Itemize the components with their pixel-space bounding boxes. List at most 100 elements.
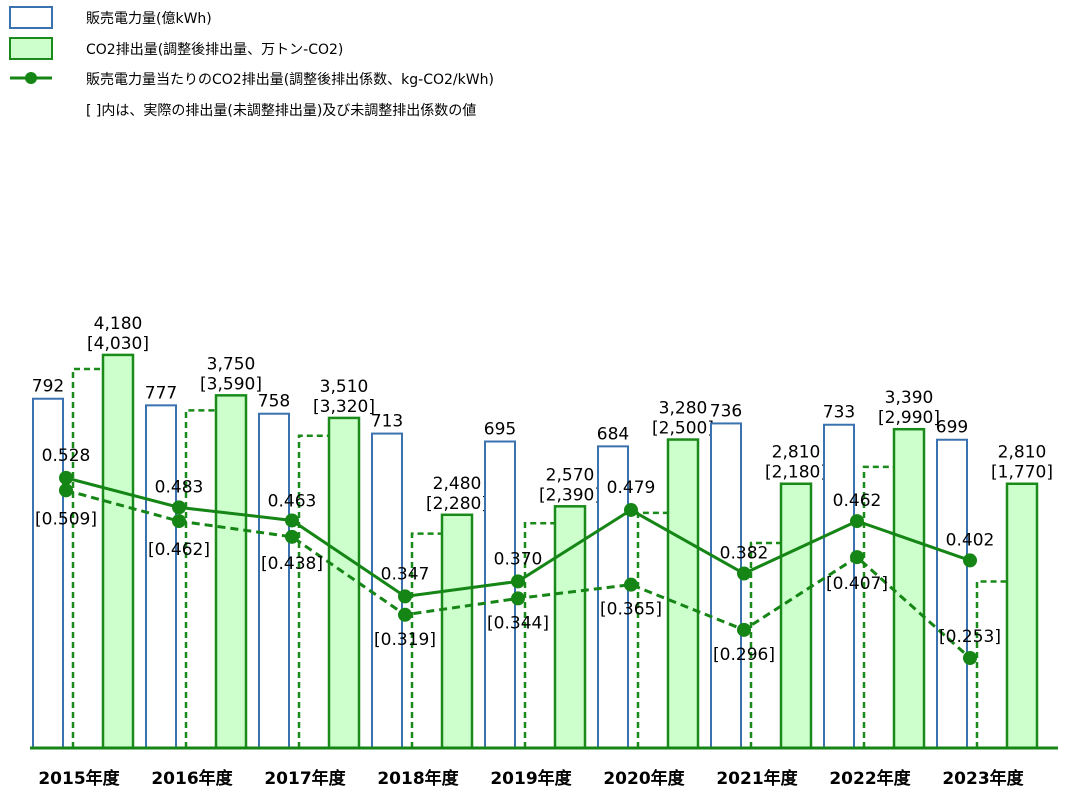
co2-value-label: 4,180 <box>94 314 143 334</box>
co2-unadjusted-value-label: [3,320] <box>313 397 375 417</box>
co2-value-label: 2,570 <box>546 465 595 485</box>
co2-value-label: 2,810 <box>772 443 821 463</box>
co2-value-label: 2,480 <box>433 474 482 494</box>
sales-value-label: 736 <box>710 401 742 421</box>
category-label: 2022年度 <box>829 768 911 789</box>
co2-bar <box>101 353 135 750</box>
legend: 販売電力量(億kWh) CO2排出量(調整後排出量、万トン-CO2) 販売電力量… <box>9 6 494 119</box>
intensity-point <box>850 514 864 529</box>
intensity-unadjusted-point <box>59 483 73 498</box>
intensity-point <box>737 566 751 581</box>
co2-unadjusted-value-label: [2,180] <box>765 463 827 483</box>
co2-bar <box>440 513 474 750</box>
sales-value-label: 699 <box>936 418 968 438</box>
intensity-unadjusted-value-label: [0.462] <box>148 540 210 560</box>
co2-unadjusted-outline <box>184 409 216 748</box>
intensity-point <box>59 470 73 485</box>
legend-label-co2: CO2排出量(調整後排出量、万トン-CO2) <box>86 42 343 58</box>
intensity-unadjusted-point <box>624 577 638 592</box>
intensity-unadjusted-point <box>963 651 977 666</box>
intensity-value-label: 0.382 <box>720 544 769 564</box>
co2-unadjusted-value-label: [2,390] <box>539 485 601 505</box>
category-label: 2019年度 <box>490 768 572 789</box>
intensity-unadjusted-value-label: [0.509] <box>35 509 97 529</box>
intensity-value-label: 0.347 <box>381 564 430 584</box>
intensity-point <box>398 589 412 604</box>
co2-bar <box>553 505 587 750</box>
intensity-value-label: 0.462 <box>833 491 882 511</box>
co2-bar <box>327 416 361 750</box>
co2-unadjusted-value-label: [1,770] <box>991 463 1053 483</box>
intensity-point <box>511 574 525 589</box>
intensity-unadjusted-value-label: [0.296] <box>713 645 775 665</box>
legend-swatch-sales <box>9 6 53 29</box>
co2-unadjusted-value-label: [2,500] <box>652 419 714 439</box>
co2-unadjusted-outline <box>71 367 103 748</box>
co2-value-label: 3,750 <box>207 354 256 374</box>
intensity-value-label: 0.483 <box>155 477 204 497</box>
co2-value-label: 2,810 <box>998 443 1047 463</box>
intensity-unadjusted-point <box>850 550 864 565</box>
co2-bar <box>779 482 813 750</box>
legend-marker-intensity <box>25 72 37 84</box>
legend-label-intensity: 販売電力量当たりのCO2排出量(調整後排出係数、kg-CO2/kWh) <box>86 72 494 88</box>
co2-unadjusted-outline <box>297 434 329 748</box>
category-label: 2020年度 <box>603 768 685 789</box>
sales-value-label: 713 <box>371 412 403 432</box>
plot-area: 792 4,180[4,030] 2015年度 777 3,750[3,590] 2016… <box>30 314 1058 789</box>
co2-unadjusted-value-label: [4,030] <box>87 334 149 354</box>
intensity-value-label: 0.463 <box>268 491 317 511</box>
co2-value-label: 3,510 <box>320 377 369 397</box>
sales-bar <box>145 404 177 749</box>
co2-unadjusted-outline <box>862 465 894 748</box>
sales-bar <box>258 412 290 749</box>
sales-value-label: 792 <box>32 377 64 397</box>
sales-bar <box>484 440 516 749</box>
co2-unadjusted-value-label: [2,280] <box>426 494 488 514</box>
sales-value-label: 733 <box>823 403 855 423</box>
co2-unadjusted-outline <box>636 511 668 748</box>
intensity-value-label: 0.528 <box>42 446 91 466</box>
co2-unadjusted-value-label: [3,590] <box>200 374 262 394</box>
legend-swatch-co2 <box>9 37 53 60</box>
legend-label-sales: 販売電力量(億kWh) <box>86 11 212 27</box>
intensity-unadjusted-value-label: [0.319] <box>374 630 436 650</box>
category-label: 2023年度 <box>942 768 1024 789</box>
legend-note: [ ]内は、実際の排出量(未調整排出量)及び未調整排出係数の値 <box>86 103 476 119</box>
co2-bar <box>214 394 248 750</box>
intensity-unadjusted-value-label: [0.365] <box>600 600 662 620</box>
intensity-unadjusted-point <box>398 607 412 622</box>
intensity-unadjusted-value-label: [0.253] <box>939 627 1001 647</box>
sales-value-label: 695 <box>484 420 516 440</box>
category-label: 2015年度 <box>38 768 120 789</box>
category-label: 2016年度 <box>151 768 233 789</box>
co2-bar <box>1005 482 1039 750</box>
intensity-point <box>285 513 299 528</box>
intensity-point <box>172 500 186 515</box>
intensity-unadjusted-point <box>737 622 751 637</box>
intensity-value-label: 0.479 <box>607 478 656 498</box>
co2-unadjusted-outline <box>523 521 555 748</box>
co2-value-label: 3,390 <box>885 388 934 408</box>
intensity-unadjusted-value-label: [0.344] <box>487 613 549 633</box>
category-label: 2017年度 <box>264 768 346 789</box>
sales-bar <box>823 423 855 749</box>
intensity-unadjusted-value-label: [0.407] <box>826 574 888 594</box>
co2-unadjusted-outline <box>749 541 781 748</box>
category-label: 2021年度 <box>716 768 798 789</box>
intensity-unadjusted-point <box>172 514 186 529</box>
intensity-unadjusted-point <box>511 591 525 606</box>
sales-value-label: 684 <box>597 424 629 444</box>
co2-unadjusted-value-label: [2,990] <box>878 408 940 428</box>
intensity-unadjusted-value-label: [0.438] <box>261 554 323 574</box>
sales-value-label: 777 <box>145 383 177 403</box>
co2-bar <box>892 427 926 750</box>
sales-value-label: 758 <box>258 392 290 412</box>
intensity-point <box>624 502 638 517</box>
intensity-point <box>963 553 977 568</box>
intensity-value-label: 0.402 <box>946 530 995 550</box>
intensity-value-label: 0.370 <box>494 549 543 569</box>
category-label: 2018年度 <box>377 768 459 789</box>
sales-bar <box>710 422 742 749</box>
